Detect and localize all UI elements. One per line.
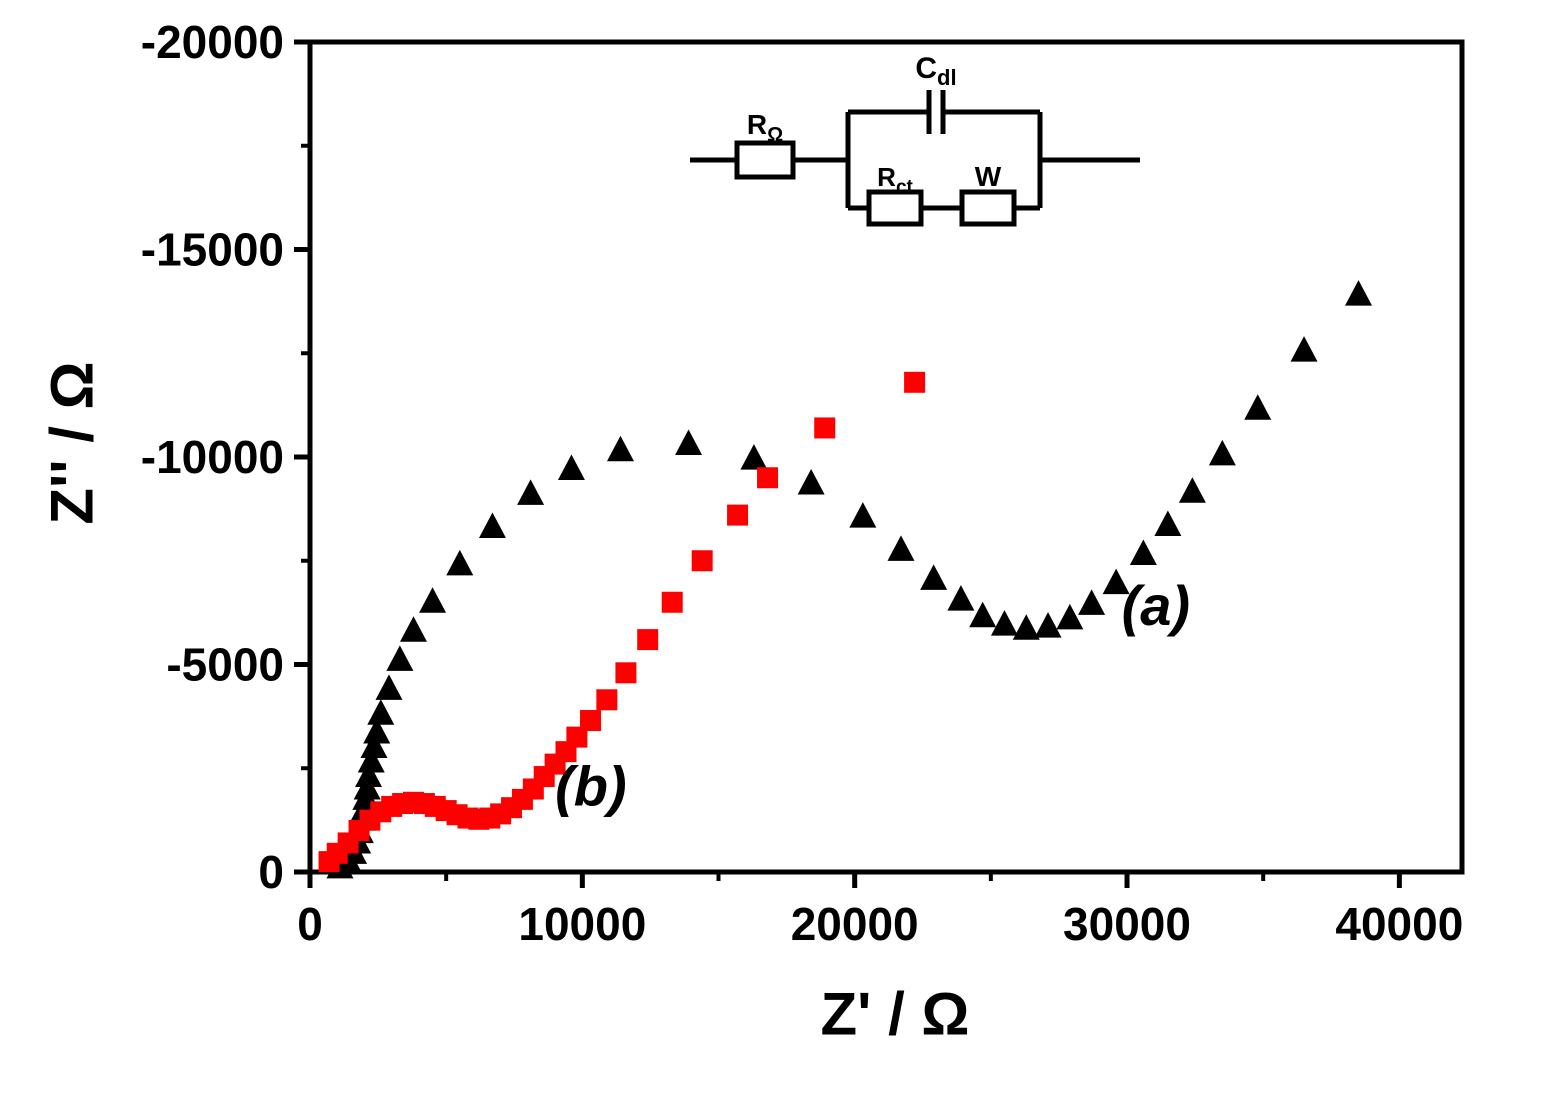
curve-label-a: (a) <box>1122 574 1190 637</box>
series-a-point <box>360 732 388 758</box>
series-a-point <box>1208 439 1236 466</box>
series-a-point <box>517 479 545 505</box>
series-b-point <box>637 629 659 651</box>
series-b-point <box>757 467 779 489</box>
circuit-warburg-element <box>959 189 1017 227</box>
series-a-point <box>1012 614 1040 640</box>
series-a-point <box>375 674 403 700</box>
circuit-label-w: W <box>975 161 1002 192</box>
series-b-point <box>566 726 588 748</box>
series-a-point <box>399 616 427 642</box>
series-a-point <box>446 549 474 576</box>
series-a-point <box>386 645 414 671</box>
series-a-point <box>797 468 825 495</box>
circuit-series-resistor <box>734 140 796 180</box>
circuit-charge-transfer-resistor <box>866 189 924 227</box>
series-a-point <box>478 512 506 539</box>
series-a-point <box>1290 336 1318 362</box>
circuit-label-c-dl: Cdl <box>915 52 956 90</box>
curve-label-b: (b) <box>555 755 627 818</box>
series-b-point <box>596 689 618 711</box>
series-a-point <box>887 535 915 561</box>
series-a-point <box>1102 568 1130 595</box>
circuit-label-r-ct: Rct <box>877 162 913 198</box>
series-a-point <box>363 717 391 744</box>
series-a-point <box>675 429 703 456</box>
series-a-point <box>606 435 634 462</box>
series-a-point <box>947 585 975 611</box>
x-axis-tick-label: 10000 <box>518 898 646 950</box>
series-a-point <box>1244 394 1272 420</box>
x-axis-tick-label: 30000 <box>1063 898 1191 950</box>
series-b-point <box>727 504 749 526</box>
series-a-point <box>849 502 877 528</box>
series-a-point <box>1129 539 1157 566</box>
y-axis-tick-label: -5000 <box>166 639 284 691</box>
series-a-point <box>1078 589 1106 615</box>
x-axis-tick-label: 40000 <box>1335 898 1463 950</box>
series-a-point <box>367 699 395 725</box>
series-b-point <box>661 591 683 613</box>
series-b-point <box>904 371 926 393</box>
y-axis-tick-label: -20000 <box>141 16 284 68</box>
series-a-point <box>740 444 768 470</box>
y-axis-title: Z'' / Ω <box>38 361 106 525</box>
series-a-point <box>357 747 385 773</box>
series-a-point <box>969 601 997 628</box>
series-b-point <box>814 417 836 439</box>
series-a-point <box>557 454 585 480</box>
series-a-point <box>1034 612 1062 638</box>
series-a-point <box>419 587 447 613</box>
x-axis-title: Z' / Ω <box>820 980 970 1048</box>
series-a-point <box>1056 603 1084 630</box>
series-b-point <box>691 550 713 572</box>
circuit-label-r-ohm: RΩ <box>747 109 783 146</box>
series-a-point <box>990 610 1018 636</box>
x-axis-tick-label: 20000 <box>791 898 919 950</box>
series-a-point <box>1178 477 1206 503</box>
series-b-point <box>580 710 602 732</box>
series-a-point <box>920 564 948 590</box>
series-a-point <box>355 761 383 788</box>
x-axis-tick-label: 0 <box>297 898 323 950</box>
series-a-point <box>1345 280 1373 306</box>
y-axis-tick-label: -10000 <box>141 431 284 483</box>
series-b-point <box>615 662 637 684</box>
series-a-point <box>1154 510 1182 536</box>
y-axis-tick-label: -15000 <box>141 224 284 276</box>
y-axis-tick-label: 0 <box>258 846 284 898</box>
